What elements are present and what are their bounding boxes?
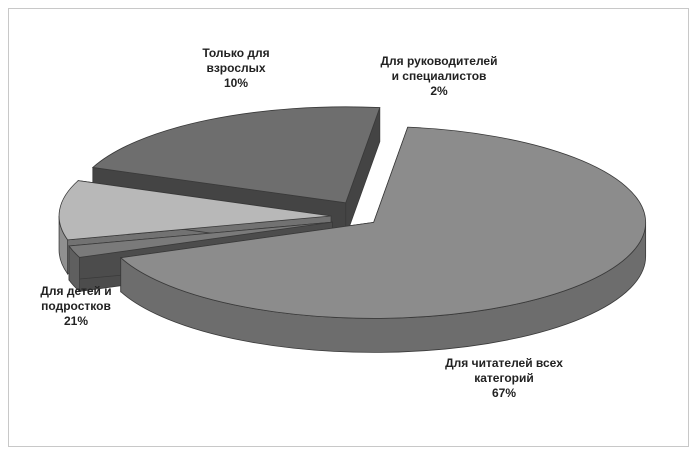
slice-label-all-readers: Для читателей всех категорий 67% [414, 356, 594, 401]
slice-label-line: и специалистов [391, 69, 487, 83]
pie-chart [58, 106, 647, 353]
slice-top-face [58, 180, 332, 241]
slice-top-face [91, 106, 381, 204]
slice-label-adults: Только для взрослых 10% [181, 46, 291, 91]
slice-percent: 67% [491, 386, 517, 400]
slice-label-line: Для детей и [40, 284, 112, 298]
slice-percent: 2% [430, 84, 448, 98]
slice-top-face [119, 126, 647, 319]
slice-label-line: Только для [202, 46, 270, 60]
slice-percent: 10% [223, 76, 249, 90]
slice-label-line: Для читателей всех [445, 356, 563, 370]
slice-label-children: Для детей и подростков 21% [21, 284, 131, 329]
slice-percent: 21% [63, 314, 89, 328]
slice-all-readers [119, 126, 647, 353]
slice-label-line: Для руководителей [380, 54, 498, 68]
slice-label-line: подростков [41, 299, 111, 313]
slice-label-managers: Для руководителей и специалистов 2% [359, 54, 519, 99]
slice-label-line: категорий [474, 371, 534, 385]
chart-frame: Для читателей всех категорий 67% Для рук… [8, 8, 689, 447]
slice-top-face [68, 221, 333, 258]
slice-label-line: взрослых [206, 61, 266, 75]
